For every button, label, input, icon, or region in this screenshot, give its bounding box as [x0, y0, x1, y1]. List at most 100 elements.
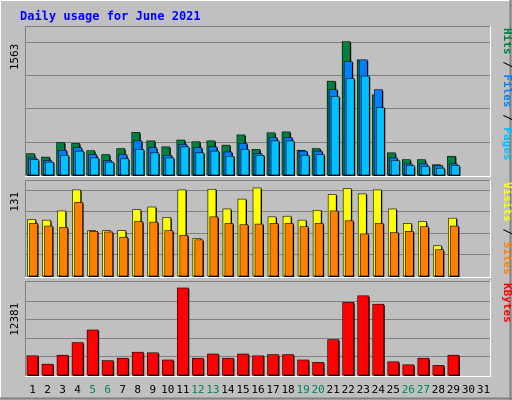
- x-tick-label-2: 2: [44, 383, 51, 396]
- bar-sites-day-26: [405, 231, 414, 277]
- legend-entry-sites: Sites: [501, 242, 512, 275]
- bar-sites-day-5: [89, 231, 98, 277]
- x-tick-label-10: 10: [161, 383, 174, 396]
- bar-sites-day-3: [59, 227, 68, 277]
- bar-pages-day-19: [300, 155, 310, 176]
- bar-kbytes-day-2: [41, 363, 54, 376]
- legend-entry-pages: Pages: [501, 127, 512, 160]
- bar-sites-day-14: [224, 223, 234, 277]
- legend-separator: /: [501, 222, 512, 242]
- bar-pages-day-11: [180, 146, 190, 176]
- x-tick-label-24: 24: [372, 383, 386, 396]
- panel-scale-label: 131: [8, 192, 21, 212]
- bar-kbytes-day-6: [101, 360, 114, 376]
- bar-pages-day-27: [421, 166, 430, 176]
- bar-pages-day-23: [360, 75, 370, 176]
- bar-pages-day-6: [105, 161, 114, 176]
- bar-sites-day-28: [435, 249, 444, 277]
- bar-kbytes-day-10: [162, 359, 174, 376]
- bar-pages-day-28: [436, 167, 445, 176]
- series-kbytes: [26, 287, 460, 376]
- bar-sites-day-7: [119, 236, 129, 277]
- bar-pages-day-10: [165, 157, 175, 176]
- bar-pages-day-15: [240, 149, 250, 176]
- bar-kbytes-day-27: [417, 357, 430, 376]
- x-tick-label-12: 12: [191, 383, 204, 396]
- bar-pages-day-3: [60, 155, 69, 176]
- x-tick-label-23: 23: [357, 383, 370, 396]
- bar-sites-day-15: [239, 224, 249, 277]
- bar-kbytes-day-25: [387, 361, 400, 376]
- bar-sites-day-18: [284, 223, 294, 277]
- bar-sites-day-22: [344, 220, 354, 277]
- bar-pages-day-13: [210, 150, 220, 176]
- bar-sites-day-11: [179, 234, 189, 277]
- bar-pages-day-1: [30, 159, 39, 176]
- bar-kbytes-day-9: [146, 352, 159, 376]
- bar-sites-day-2: [44, 225, 53, 277]
- x-tick-label-5: 5: [89, 383, 96, 396]
- x-tick-label-3: 3: [59, 383, 66, 396]
- panel-side-legend: KBytes: [501, 283, 512, 323]
- bar-pages-day-29: [451, 165, 460, 176]
- bar-kbytes-day-4: [71, 342, 84, 376]
- x-axis: 1 2 3 4 5 6 7 8 9 10 11 12 13 14 15 16 17 18 19 20 21 22 23 24 2…: [29, 383, 490, 396]
- x-tick-label-28: 28: [432, 383, 445, 396]
- bar-pages-day-14: [225, 155, 235, 176]
- bar-sites-day-29: [450, 225, 459, 277]
- bar-kbytes-day-3: [56, 354, 69, 376]
- bar-kbytes-day-19: [297, 359, 309, 376]
- bar-sites-day-16: [254, 223, 264, 277]
- bar-kbytes-day-18: [282, 354, 294, 376]
- bar-kbytes-day-5: [86, 329, 99, 376]
- x-tick-label-6: 6: [104, 383, 111, 396]
- bar-kbytes-day-23: [357, 295, 370, 376]
- bar-sites-day-12: [194, 239, 204, 277]
- bar-sites-day-9: [149, 221, 159, 277]
- bar-kbytes-day-24: [372, 303, 385, 376]
- bar-pages-day-18: [285, 140, 295, 176]
- bar-sites-day-13: [209, 216, 219, 277]
- bar-sites-day-24: [374, 223, 384, 277]
- bar-sites-day-20: [314, 223, 324, 277]
- bar-kbytes-day-26: [402, 364, 415, 376]
- x-tick-label-16: 16: [251, 383, 264, 396]
- x-tick-label-18: 18: [281, 383, 294, 396]
- bar-pages-day-21: [330, 96, 340, 176]
- x-tick-label-17: 17: [266, 383, 279, 396]
- bar-sites-day-10: [164, 230, 174, 277]
- panel-side-legend: Visits / Sites: [501, 182, 512, 275]
- bar-pages-day-12: [195, 152, 205, 176]
- bar-kbytes-day-8: [131, 351, 144, 376]
- bar-kbytes-day-16: [252, 355, 264, 376]
- x-tick-label-25: 25: [387, 383, 400, 396]
- x-tick-label-7: 7: [119, 383, 126, 396]
- bar-pages-day-22: [345, 78, 355, 176]
- bar-kbytes-day-22: [342, 302, 354, 376]
- legend-entry-hits: Hits: [501, 28, 512, 55]
- bar-kbytes-day-28: [432, 365, 445, 376]
- bar-pages-day-16: [255, 155, 265, 176]
- series-sites: [29, 202, 460, 277]
- x-tick-label-15: 15: [236, 383, 249, 396]
- bar-kbytes-day-12: [192, 357, 204, 376]
- x-tick-label-22: 22: [342, 383, 355, 396]
- bar-pages-day-8: [135, 149, 145, 176]
- bar-sites-day-8: [134, 221, 144, 277]
- bar-pages-day-4: [75, 150, 84, 176]
- legend-entry-kbytes: KBytes: [501, 283, 512, 323]
- legend-separator: /: [501, 108, 512, 128]
- x-tick-label-1: 1: [29, 383, 36, 396]
- bar-kbytes-day-1: [26, 355, 39, 376]
- bar-kbytes-day-20: [312, 362, 324, 376]
- bar-pages-day-9: [150, 152, 160, 176]
- x-tick-label-19: 19: [296, 383, 309, 396]
- x-tick-label-31: 31: [477, 383, 490, 396]
- bar-sites-day-21: [329, 210, 339, 277]
- bar-kbytes-day-29: [447, 354, 460, 376]
- bar-kbytes-day-14: [222, 357, 234, 376]
- bar-pages-day-20: [315, 154, 325, 176]
- bar-sites-day-4: [74, 202, 83, 277]
- legend-separator: /: [501, 55, 512, 75]
